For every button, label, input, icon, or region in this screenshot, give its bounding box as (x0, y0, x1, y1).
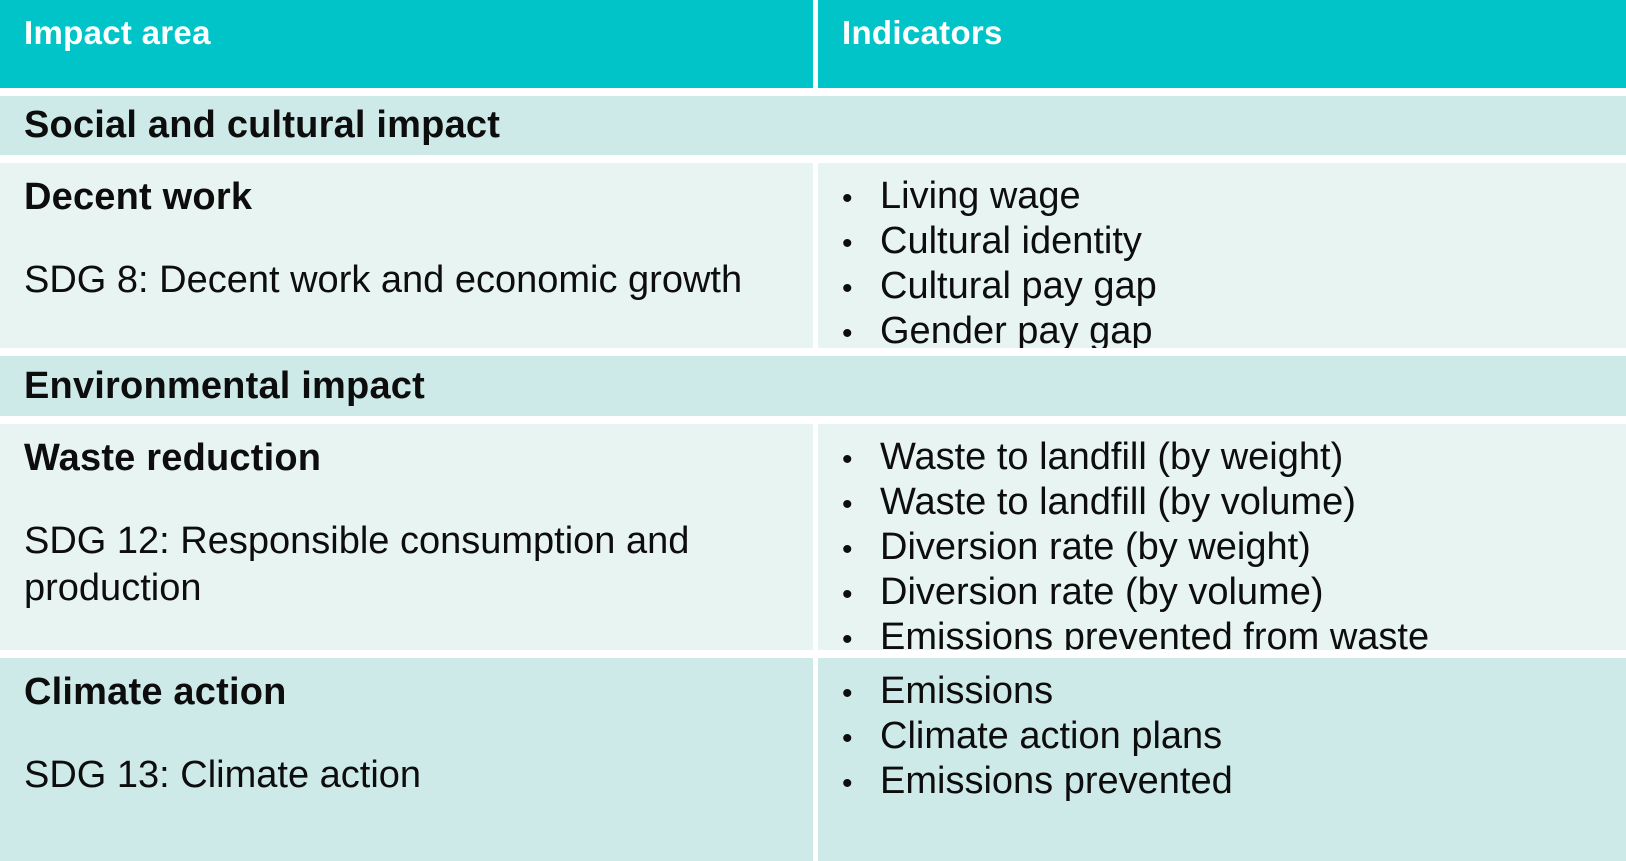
indicator-label: Gender pay gap (880, 310, 1153, 348)
indicator-label: Waste to landfill (by weight) (880, 436, 1344, 478)
column-header-indicators: Indicators (818, 0, 1626, 88)
indicator-label: Waste to landfill (by volume) (880, 481, 1356, 523)
indicators-cell-waste-reduction: • Waste to landfill (by weight) • Waste … (818, 424, 1626, 650)
sdg-label: SDG 12: Responsible consumption and prod… (24, 520, 690, 609)
indicator-label: Living wage (880, 175, 1081, 217)
indicator-label: Diversion rate (by volume) (880, 571, 1324, 613)
bullet-icon: • (842, 578, 853, 611)
list-item: • Cultural identity (818, 220, 1616, 265)
section-header-social-cultural: Social and cultural impact (0, 96, 1626, 155)
bullet-icon: • (842, 767, 853, 800)
section-header-environmental: Environmental impact (0, 356, 1626, 416)
bullet-icon: • (842, 677, 853, 710)
indicator-label: Climate action plans (880, 715, 1223, 757)
indicator-label: Diversion rate (by weight) (880, 526, 1311, 568)
list-item: • Climate action plans (818, 715, 1616, 760)
list-item: • Gender pay gap (818, 310, 1616, 348)
bullet-icon: • (842, 722, 853, 755)
list-item: • Emissions (818, 670, 1616, 715)
impact-area-cell-waste-reduction: Waste reduction SDG 12: Responsible cons… (0, 424, 813, 650)
column-header-impact-area: Impact area (0, 0, 813, 88)
impact-area-title: Decent work (24, 176, 253, 218)
list-item: • Waste to landfill (by volume) (818, 481, 1616, 526)
impact-area-cell-climate-action: Climate action SDG 13: Climate action (0, 658, 813, 861)
list-item: • Diversion rate (by volume) (818, 571, 1616, 616)
bullet-icon: • (842, 317, 853, 348)
indicator-label: Cultural identity (880, 220, 1142, 262)
impact-area-title: Climate action (24, 671, 287, 713)
sdg-label: SDG 13: Climate action (24, 754, 422, 796)
indicator-list: • Emissions • Climate action plans • Emi… (818, 670, 1616, 805)
sdg-label: SDG 8: Decent work and economic growth (24, 259, 743, 301)
list-item: • Cultural pay gap (818, 265, 1616, 310)
indicator-label: Emissions prevented (880, 760, 1233, 802)
impact-area-title: Waste reduction (24, 437, 322, 479)
indicator-list: • Waste to landfill (by weight) • Waste … (818, 436, 1616, 650)
list-item: • Emissions prevented (818, 760, 1616, 805)
indicators-cell-decent-work: • Living wage • Cultural identity • Cult… (818, 163, 1626, 348)
bullet-icon: • (842, 488, 853, 521)
indicator-list: • Living wage • Cultural identity • Cult… (818, 175, 1616, 348)
list-item: • Waste to landfill (by weight) (818, 436, 1616, 481)
list-item: • Diversion rate (by weight) (818, 526, 1616, 571)
bullet-icon: • (842, 227, 853, 260)
indicator-label: Emissions prevented from waste (880, 616, 1430, 650)
list-item: • Living wage (818, 175, 1616, 220)
indicator-label: Cultural pay gap (880, 265, 1157, 307)
indicator-label: Emissions (880, 670, 1054, 712)
bullet-icon: • (842, 272, 853, 305)
indicators-cell-climate-action: • Emissions • Climate action plans • Emi… (818, 658, 1626, 861)
list-item: • Emissions prevented from waste (818, 616, 1616, 650)
bullet-icon: • (842, 623, 853, 650)
impact-area-cell-decent-work: Decent work SDG 8: Decent work and econo… (0, 163, 813, 348)
bullet-icon: • (842, 443, 853, 476)
bullet-icon: • (842, 533, 853, 566)
bullet-icon: • (842, 182, 853, 215)
